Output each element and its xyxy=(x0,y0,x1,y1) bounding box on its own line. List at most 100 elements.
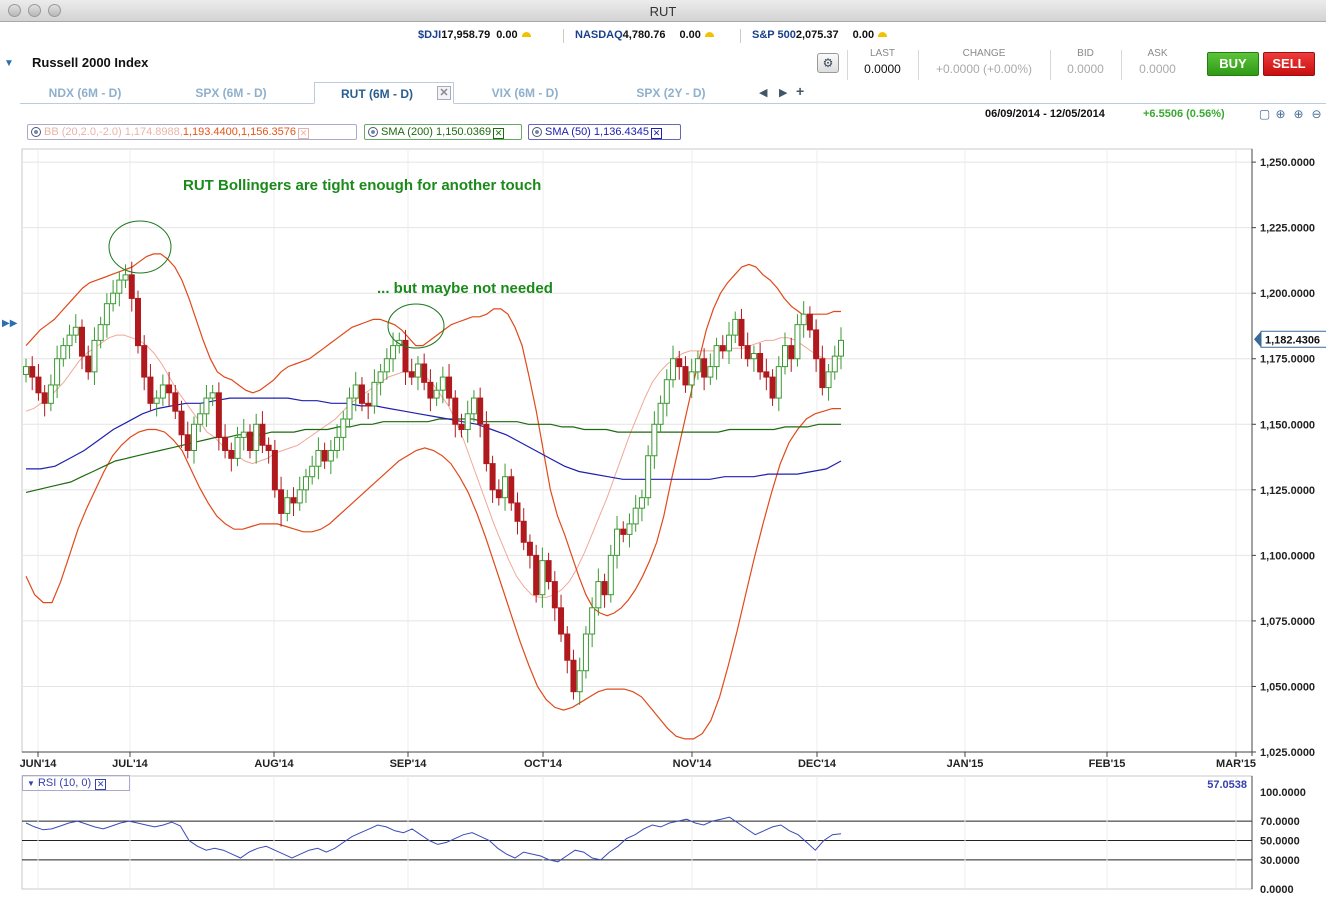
indicator-sma50[interactable]: SMA (50) 1,136.4345 ✕ xyxy=(528,124,681,140)
candlestick xyxy=(707,353,714,385)
candlestick xyxy=(159,374,166,406)
candlestick xyxy=(526,534,533,569)
candle-body xyxy=(29,366,36,378)
candle-body xyxy=(526,541,533,556)
candle-body xyxy=(626,523,633,535)
rsi-collapse-icon[interactable]: ▼ xyxy=(27,779,35,788)
sell-button[interactable]: SELL xyxy=(1263,52,1315,76)
indicator-sma200[interactable]: SMA (200) 1,150.0369 ✕ xyxy=(364,124,522,140)
radio-icon[interactable] xyxy=(368,127,378,137)
candle-body xyxy=(502,476,509,499)
indicator-bb[interactable]: BB (20,2.0,-2.0) 1,174.8988,1,193.4400,1… xyxy=(27,124,357,140)
minimize-window-button[interactable] xyxy=(28,4,41,17)
candlestick xyxy=(806,306,813,338)
close-tab-icon[interactable]: ✕ xyxy=(437,86,451,100)
close-window-button[interactable] xyxy=(8,4,21,17)
candlestick xyxy=(638,489,645,522)
zoom-reset-icon[interactable]: ⊕ xyxy=(1275,107,1286,121)
candle-body xyxy=(72,326,79,336)
zoom-out-icon[interactable]: ⊖ xyxy=(1311,107,1322,121)
candlestick xyxy=(626,513,633,548)
candle-body xyxy=(153,397,160,404)
candlestick xyxy=(676,350,683,380)
candle-body xyxy=(215,392,222,438)
candlestick xyxy=(47,374,54,412)
bb-middle-line xyxy=(25,334,841,598)
candlestick xyxy=(495,479,502,506)
x-tick-label: MAR'15 xyxy=(1216,758,1256,770)
candlestick xyxy=(713,337,720,380)
last-label: LAST xyxy=(869,48,895,59)
expand-panel-icon[interactable]: ▶▶ xyxy=(2,318,18,329)
remove-indicator-icon[interactable]: ✕ xyxy=(298,128,309,139)
tab-scroll-left-icon[interactable]: ◀ xyxy=(759,87,768,99)
candle-body xyxy=(259,423,266,446)
candle-body xyxy=(775,366,782,399)
tab-ndx[interactable]: NDX (6M - D) xyxy=(48,86,122,100)
buy-button[interactable]: BUY xyxy=(1207,52,1259,76)
candle-body xyxy=(483,423,490,465)
tab-rut[interactable]: RUT (6M - D) ✕ xyxy=(314,82,454,104)
chart-settings-icon[interactable]: ⚙ xyxy=(817,53,839,73)
remove-indicator-icon[interactable]: ✕ xyxy=(493,128,505,139)
rsi-indicator[interactable]: ▼ RSI (10, 0) ✕ xyxy=(22,775,130,791)
tab-scroll-right-icon[interactable]: ▶ xyxy=(779,87,788,99)
candle-body xyxy=(209,392,216,399)
candle-body xyxy=(682,366,689,386)
candlestick xyxy=(439,366,446,404)
candle-body xyxy=(396,339,403,347)
ticker-change: 0.00 xyxy=(852,29,875,41)
expand-chevron-icon[interactable]: ▼ xyxy=(4,58,14,69)
x-tick-label: NOV'14 xyxy=(673,758,713,770)
ticker-sp500[interactable]: S&P 5002,075.37 0.00 xyxy=(752,29,888,41)
candlestick xyxy=(688,358,695,399)
candlestick xyxy=(838,327,844,370)
candlestick xyxy=(645,445,652,506)
x-tick-label: JUL'14 xyxy=(112,758,149,770)
zoom-window-button[interactable] xyxy=(48,4,61,17)
candlestick xyxy=(184,421,191,459)
bid-value: 0.0000 xyxy=(1067,62,1104,76)
candlestick xyxy=(558,594,565,642)
rsi-tick-label: 100.0000 xyxy=(1260,787,1306,799)
candle-body xyxy=(800,313,807,326)
bb-upper-line xyxy=(25,253,841,617)
candlestick xyxy=(520,508,527,551)
y-tick-label: 1,250.0000 xyxy=(1260,157,1315,169)
candle-body xyxy=(576,670,583,693)
bb-lower-line xyxy=(25,408,841,740)
candlestick xyxy=(452,390,459,438)
tab-spx[interactable]: SPX (6M - D) xyxy=(195,86,267,100)
tab-spx-2y[interactable]: SPX (2Y - D) xyxy=(636,86,706,100)
candle-body xyxy=(614,528,621,556)
candle-body xyxy=(402,339,409,373)
candlestick xyxy=(178,400,185,448)
remove-indicator-icon[interactable]: ✕ xyxy=(650,128,662,139)
candlestick xyxy=(60,337,67,367)
change-label: CHANGE xyxy=(962,48,1006,59)
radio-icon[interactable] xyxy=(31,127,41,137)
candlestick xyxy=(446,363,453,406)
ask-label: ASK xyxy=(1147,48,1168,59)
candlestick xyxy=(203,384,210,427)
ticker-nasdaq[interactable]: NASDAQ4,780.76 0.00 xyxy=(575,29,714,41)
candlestick xyxy=(278,476,285,527)
zoom-in-icon[interactable]: ⊕ xyxy=(1293,107,1304,121)
y-tick-label: 1,100.0000 xyxy=(1260,550,1315,562)
candlestick xyxy=(402,329,409,385)
candlestick xyxy=(750,345,757,372)
candle-body xyxy=(358,384,365,404)
ticker-dji[interactable]: $DJI17,958.79 0.00 xyxy=(418,29,531,41)
ask-quote: ASK 0.0000 xyxy=(1130,48,1185,76)
price-chart[interactable]: 1,250.0000 1,225.0000 1,200.0000 1,175.0000… xyxy=(0,104,1326,904)
remove-rsi-icon[interactable]: ✕ xyxy=(95,779,107,790)
candle-body xyxy=(408,371,415,378)
y-tick-label: 1,175.0000 xyxy=(1260,354,1315,366)
add-tab-icon[interactable]: + xyxy=(796,83,805,99)
radio-icon[interactable] xyxy=(532,127,542,137)
rsi-tick-label: 0.0000 xyxy=(1260,884,1294,896)
candlestick xyxy=(321,442,328,469)
tab-vix[interactable]: VIX (6M - D) xyxy=(491,86,559,100)
fit-icon[interactable]: ▢ xyxy=(1258,107,1271,121)
candlestick xyxy=(427,369,434,412)
